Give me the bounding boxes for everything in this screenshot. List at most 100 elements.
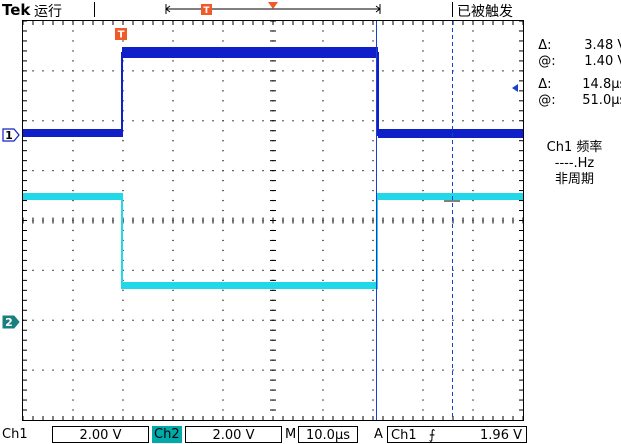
trigger-info[interactable]: Ch1 ⨍ 1.96 V [387,426,527,443]
grid-dot [402,369,404,371]
trigger-status: 已被触发 [457,4,513,20]
grid-dot [412,369,414,371]
grid-dot [372,110,374,112]
grid-dot [432,319,434,321]
grid-dot [322,150,324,152]
grid-dot [112,120,114,122]
grid-dot [172,339,174,341]
grid-dot [72,279,74,281]
grid-dot [122,160,124,162]
grid-dot [422,349,424,351]
grid-dot [472,50,474,52]
grid-dot [322,349,324,351]
grid-dot [172,90,174,92]
grid-dot [372,140,374,142]
grid-dot [222,70,224,72]
trigger-level-marker[interactable] [512,84,518,92]
grid-dot [352,170,354,172]
grid-dot [222,40,224,42]
grid-dot [142,369,144,371]
grid-dot [162,170,164,172]
grid-dot [262,269,264,271]
grid-dot [142,70,144,72]
grid-dot [122,399,124,401]
grid-dot [202,369,204,371]
grid-dot [502,269,504,271]
grid-dot [172,120,174,122]
grid-dot [322,269,324,271]
grid-dot [122,409,124,411]
grid-dot [122,289,124,291]
ch1-ground-marker[interactable] [2,128,20,142]
grid-dot [212,319,214,321]
grid-dot [422,369,424,371]
ch2-ground-marker[interactable] [2,315,20,329]
grid-dot [322,170,324,172]
grid-dot [72,259,74,261]
grid-dot [452,269,454,271]
grid-dot [172,180,174,182]
grid-dot [72,339,74,341]
trigger-point-marker[interactable] [115,28,127,40]
grid-dot [282,319,284,321]
grid-dot [512,269,514,271]
grid-dot [232,120,234,122]
grid-dot [282,369,284,371]
grid-dot [252,170,254,172]
grid-dot [302,319,304,321]
grid-dot [72,80,74,82]
grid-dot [322,180,324,182]
ch1-label[interactable]: Ch1 [2,427,28,442]
grid-dot [82,319,84,321]
grid-dot [222,209,224,212]
grid-dot [112,319,114,321]
grid-dot [172,170,174,172]
grid-dot [462,369,464,371]
grid-dot [472,299,474,301]
grid-dot [222,319,224,321]
grid-dot [52,170,54,172]
grid-dot [322,409,324,411]
grid-dot [212,170,214,172]
ch1-scale[interactable]: 2.00 V [52,426,149,443]
grid-dot [232,369,234,371]
grid-dot [122,349,124,351]
ch2-label[interactable]: Ch2 [152,426,182,443]
grid-dot [132,269,134,271]
grid-dot [172,409,174,411]
grid-dot [422,279,424,281]
grid-dot [112,369,114,371]
grid-dot [332,120,334,122]
grid-dot [372,130,374,132]
grid-dot [322,309,324,311]
trigger-position-arrow[interactable] [268,2,278,9]
grid-dot [322,160,324,162]
grid-dot [422,319,424,321]
grid-dot [502,369,504,371]
grid-dot [422,150,424,152]
grid-dot [212,120,214,122]
grid-dot [92,269,94,271]
grid-dot [32,269,34,271]
grid-dot [482,170,484,172]
grid-dot [382,319,384,321]
grid-dot [322,199,324,202]
ch2-scale[interactable]: 2.00 V [185,426,282,443]
grid-dot [382,120,384,122]
timebase-value[interactable]: 10.0µs [298,426,358,443]
grid-dot [92,120,94,122]
grid-dot [302,70,304,72]
grid-dot [492,170,494,172]
grid-dot [122,150,124,152]
grid-dot [512,120,514,122]
grid-dot [362,70,364,72]
grid-dot [372,249,374,252]
grid-dot [202,120,204,122]
grid-dot [442,369,444,371]
grid-dot [422,189,424,192]
grid-dot [422,379,424,381]
grid-dot [442,170,444,172]
grid-dot [172,369,174,371]
grid-dot [142,269,144,271]
